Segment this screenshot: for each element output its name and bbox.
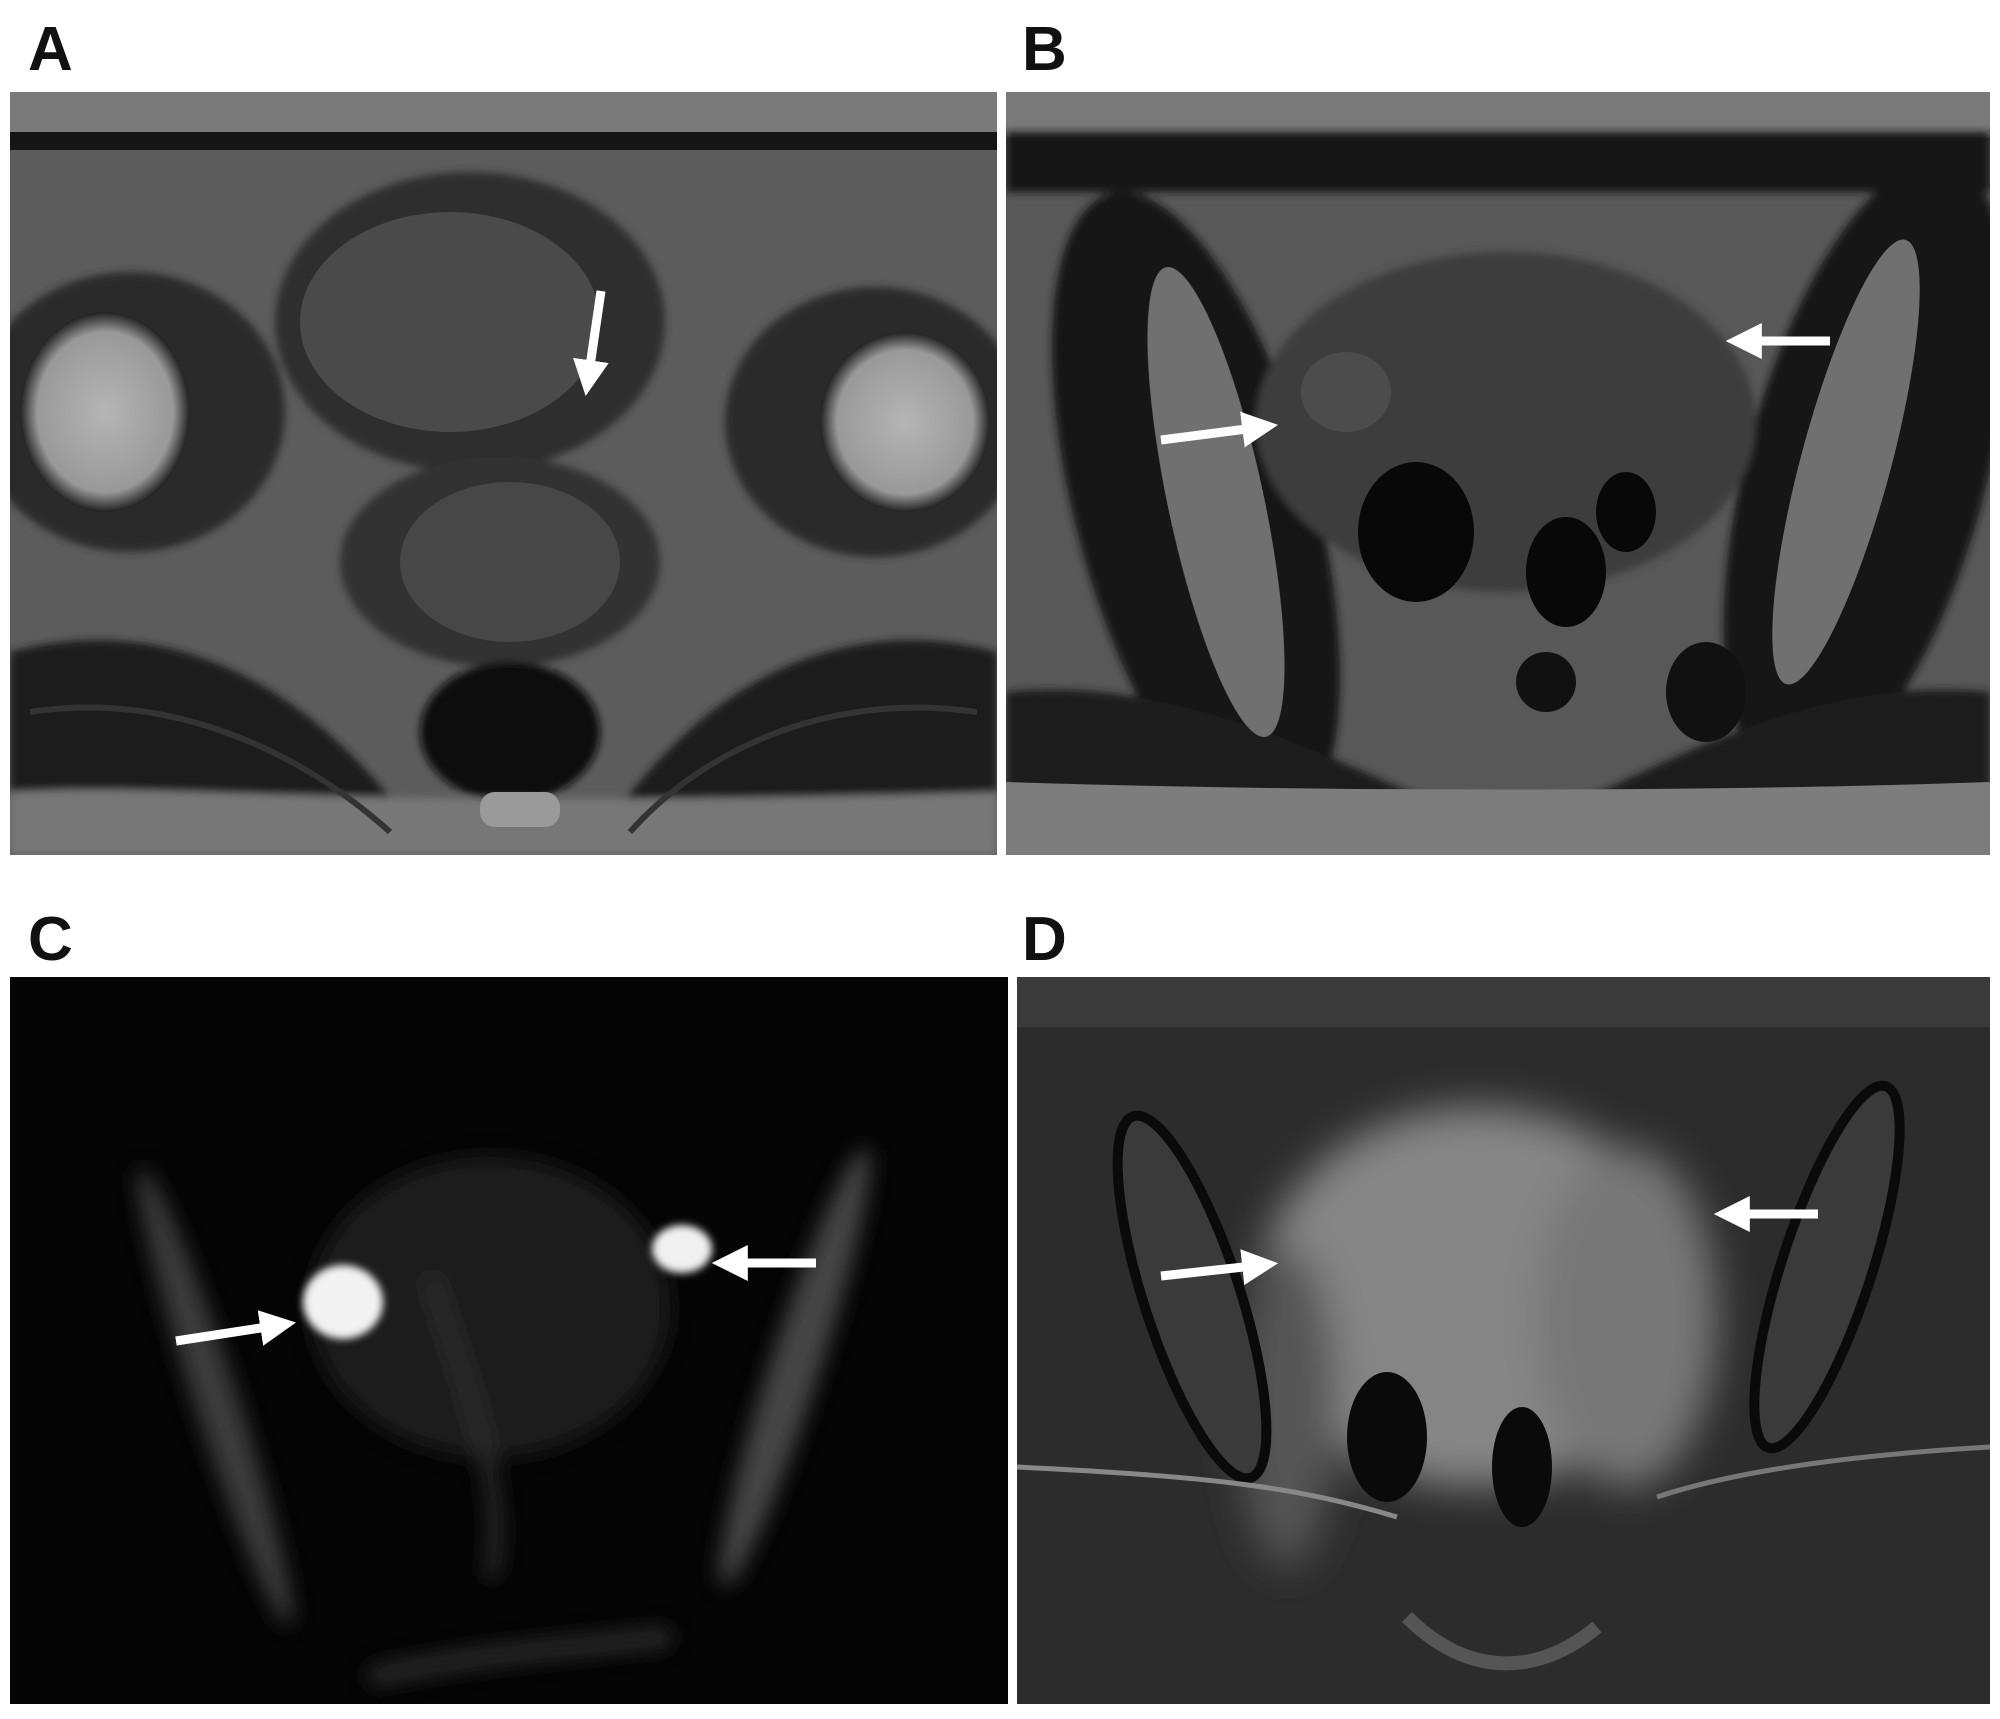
panel-label: B (1022, 15, 1067, 84)
arrow (1160, 1249, 1279, 1286)
arrow (175, 1310, 297, 1346)
arrow (573, 290, 609, 397)
panel-label: D (1022, 905, 1067, 974)
arrows (175, 290, 1830, 1346)
panel-label: A (28, 15, 73, 84)
arrow (1160, 411, 1279, 448)
panel-label: C (28, 905, 73, 974)
mri-image (1017, 977, 1990, 1704)
mri-image (10, 92, 997, 855)
mri-image (1006, 92, 1990, 855)
mri-image (10, 977, 1008, 1704)
